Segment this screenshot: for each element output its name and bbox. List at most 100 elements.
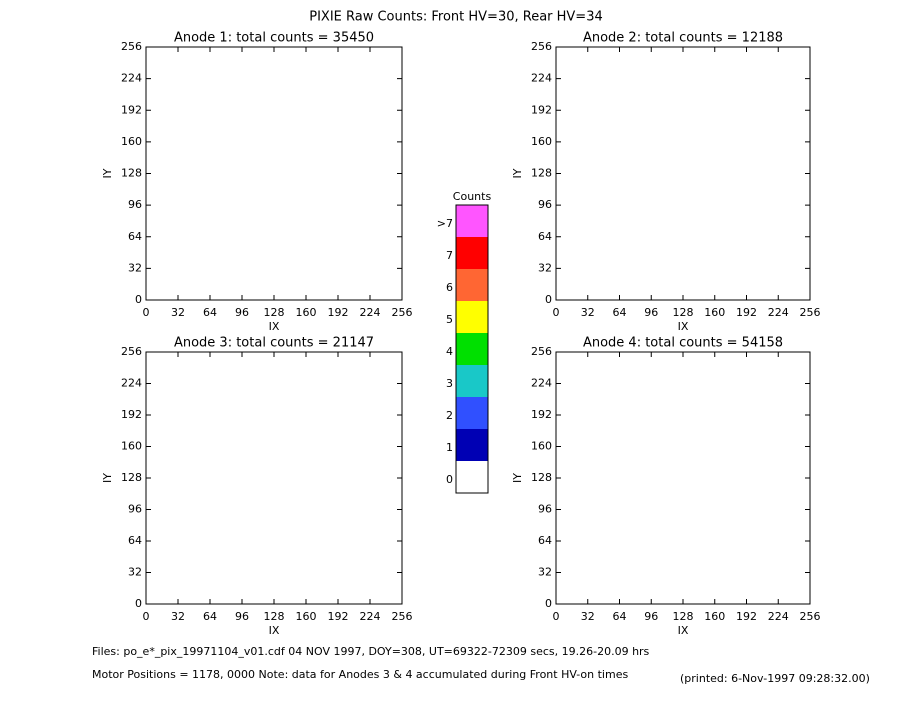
colorbar-label: 2 <box>446 409 453 422</box>
x-tick-label: 128 <box>673 306 694 319</box>
footer-printed: (printed: 6-Nov-1997 09:28:32.00) <box>680 672 870 685</box>
x-axis-label: IX <box>678 624 689 637</box>
y-tick-label: 0 <box>135 597 142 610</box>
plot-frame <box>555 351 811 605</box>
panel-title: Anode 3: total counts = 21147 <box>174 336 374 351</box>
x-tick-label: 192 <box>328 306 349 319</box>
y-tick-label: 0 <box>545 597 552 610</box>
x-tick-label: 160 <box>704 610 725 623</box>
panel-title: Anode 1: total counts = 35450 <box>174 31 374 46</box>
colorbar-swatch <box>456 237 488 269</box>
x-tick-label: 224 <box>360 306 381 319</box>
y-tick-label: 32 <box>538 261 552 274</box>
x-tick-label: 96 <box>644 610 658 623</box>
y-tick-label: 64 <box>538 534 552 547</box>
y-tick-label: 160 <box>121 135 142 148</box>
x-tick-label: 128 <box>673 610 694 623</box>
x-tick-label: 128 <box>264 610 285 623</box>
y-axis-label: IY <box>101 168 114 178</box>
colorbar-swatch <box>456 269 488 301</box>
colorbar-label: 6 <box>446 281 453 294</box>
colorbar-label: >7 <box>437 217 453 230</box>
y-tick-label: 96 <box>538 198 552 211</box>
colorbar-swatch <box>456 301 488 333</box>
colorbar-swatch <box>456 461 488 493</box>
x-tick-label: 192 <box>736 610 757 623</box>
y-tick-label: 256 <box>531 345 552 358</box>
x-tick-label: 224 <box>768 610 789 623</box>
y-tick-label: 256 <box>121 345 142 358</box>
x-tick-label: 256 <box>800 306 821 319</box>
panel-title: Anode 4: total counts = 54158 <box>583 336 783 351</box>
colorbar-swatch <box>456 429 488 461</box>
y-tick-label: 224 <box>121 377 142 390</box>
x-tick-label: 96 <box>644 306 658 319</box>
x-tick-label: 192 <box>736 306 757 319</box>
x-tick-label: 160 <box>296 306 317 319</box>
y-tick-label: 192 <box>121 103 142 116</box>
colorbar-label: 4 <box>446 345 453 358</box>
page-title: PIXIE Raw Counts: Front HV=30, Rear HV=3… <box>309 10 603 25</box>
colorbar-label: 3 <box>446 377 453 390</box>
y-axis-label: IY <box>511 168 524 178</box>
colorbar-swatch <box>456 333 488 365</box>
x-tick-label: 96 <box>235 610 249 623</box>
x-tick-label: 256 <box>392 610 413 623</box>
x-axis-label: IX <box>269 320 280 333</box>
panel-title: Anode 2: total counts = 12188 <box>583 31 783 46</box>
x-tick-label: 64 <box>203 306 217 319</box>
footer-files: Files: po_e*_pix_19971104_v01.cdf 04 NOV… <box>92 645 650 658</box>
x-tick-label: 224 <box>768 306 789 319</box>
colorbar-label: 5 <box>446 313 453 326</box>
x-tick-label: 192 <box>328 610 349 623</box>
y-tick-label: 160 <box>531 135 552 148</box>
x-tick-label: 160 <box>296 610 317 623</box>
y-axis-label: IY <box>101 473 114 483</box>
x-axis-label: IX <box>678 320 689 333</box>
colorbar-swatch <box>456 205 488 237</box>
y-tick-label: 32 <box>128 261 142 274</box>
x-tick-label: 32 <box>581 306 595 319</box>
y-tick-label: 128 <box>531 471 552 484</box>
x-tick-label: 224 <box>360 610 381 623</box>
y-tick-label: 96 <box>538 503 552 516</box>
colorbar-title: Counts <box>453 190 492 203</box>
y-axis-label: IY <box>511 473 524 483</box>
x-tick-label: 96 <box>235 306 249 319</box>
plot-frame <box>555 46 811 301</box>
x-tick-label: 64 <box>613 306 627 319</box>
y-tick-label: 0 <box>135 293 142 306</box>
x-tick-label: 32 <box>581 610 595 623</box>
x-tick-label: 64 <box>613 610 627 623</box>
x-tick-label: 0 <box>143 610 150 623</box>
colorbar-swatch <box>456 397 488 429</box>
footer-motor: Motor Positions = 1178, 0000 Note: data … <box>92 668 628 681</box>
y-tick-label: 224 <box>531 377 552 390</box>
y-tick-label: 128 <box>121 167 142 180</box>
x-tick-label: 32 <box>171 610 185 623</box>
y-tick-label: 128 <box>121 471 142 484</box>
colorbar-label: 1 <box>446 441 453 454</box>
plot-frame <box>145 351 403 605</box>
x-tick-label: 0 <box>143 306 150 319</box>
y-tick-label: 96 <box>128 503 142 516</box>
y-tick-label: 192 <box>121 408 142 421</box>
y-tick-label: 256 <box>531 40 552 53</box>
x-tick-label: 32 <box>171 306 185 319</box>
colorbar-frame <box>455 204 489 494</box>
colorbar-label: 7 <box>446 249 453 262</box>
y-tick-label: 0 <box>545 293 552 306</box>
x-tick-label: 0 <box>553 306 560 319</box>
y-tick-label: 160 <box>121 440 142 453</box>
y-tick-label: 224 <box>531 72 552 85</box>
x-tick-label: 256 <box>800 610 821 623</box>
plot-frame <box>145 46 403 301</box>
y-tick-label: 128 <box>531 167 552 180</box>
y-tick-label: 64 <box>128 230 142 243</box>
y-tick-label: 32 <box>128 566 142 579</box>
y-tick-label: 96 <box>128 198 142 211</box>
x-tick-label: 160 <box>704 306 725 319</box>
colorbar-swatch <box>456 365 488 397</box>
x-tick-label: 64 <box>203 610 217 623</box>
